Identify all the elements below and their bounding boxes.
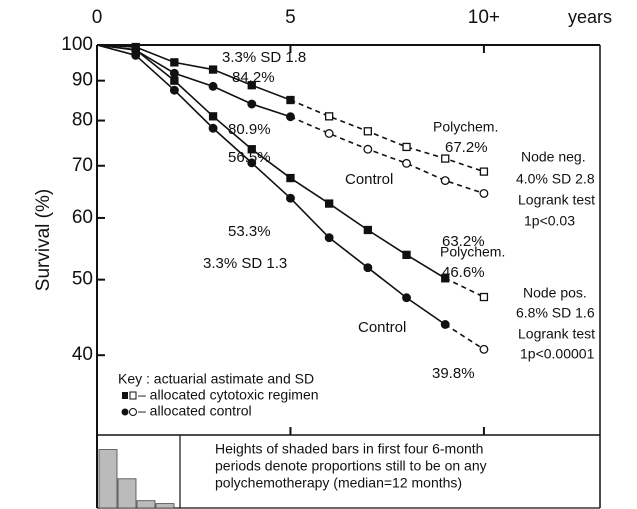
- key-text: Key : actuarial astimate and SD: [118, 371, 314, 387]
- line-solid: [96, 44, 291, 101]
- marker: [479, 167, 489, 176]
- marker: [402, 158, 411, 168]
- annotation: 39.8%: [432, 365, 475, 382]
- annotation: Polychem.: [440, 244, 505, 260]
- annotation: 6.8% SD 1.6: [516, 305, 595, 321]
- marker: [208, 65, 218, 74]
- marker: [440, 320, 450, 329]
- marker: [363, 127, 372, 136]
- marker: [170, 76, 179, 85]
- annotation: Polychem.: [433, 119, 498, 135]
- marker: [208, 81, 218, 91]
- annotation: Control: [345, 171, 393, 188]
- marker: [363, 263, 373, 273]
- marker: [247, 145, 256, 154]
- line-solid: [96, 44, 446, 279]
- marker: [363, 144, 373, 154]
- line-dashed: [290, 116, 485, 195]
- x-tick-label: 5: [285, 7, 296, 28]
- marker: [325, 199, 334, 208]
- marker: [247, 99, 257, 109]
- y-tick-label: 40: [72, 344, 93, 365]
- line-dashed: [444, 277, 485, 298]
- annotation: Node neg.: [521, 149, 586, 165]
- marker: [479, 292, 489, 302]
- y-axis-label: Survival (%): [33, 189, 54, 291]
- annotation: 4.0% SD 2.8: [516, 171, 595, 187]
- marker: [170, 58, 179, 67]
- marker: [286, 193, 295, 203]
- annotation: Logrank test: [518, 326, 595, 342]
- inset-bar: [117, 478, 137, 509]
- annotation: 80.9%: [228, 121, 271, 138]
- x-tick-label: 0: [92, 7, 103, 28]
- y-tick-label: 70: [72, 155, 93, 176]
- marker: [247, 81, 256, 90]
- marker: [208, 112, 218, 121]
- line-solid: [96, 44, 446, 326]
- inset-text: Heights of shaded bars in first four 6-m…: [215, 441, 483, 457]
- key-text: – allocated control: [138, 403, 252, 419]
- inset-bar: [98, 449, 118, 509]
- key-marker: [129, 391, 137, 400]
- annotation: 3.3% SD 1.8: [222, 49, 306, 66]
- marker: [402, 142, 411, 152]
- y-tick-label: 100: [61, 34, 93, 55]
- marker: [324, 233, 334, 243]
- marker: [286, 173, 295, 183]
- line-dashed: [444, 323, 485, 350]
- y-tick-label: 90: [72, 70, 93, 91]
- annotation: 56.5%: [228, 149, 271, 166]
- marker: [479, 344, 489, 354]
- x-axis-label: years: [568, 7, 612, 27]
- marker: [325, 112, 334, 121]
- annotation: 53.3%: [228, 223, 271, 240]
- key-text: – allocated cytotoxic regimen: [138, 387, 319, 403]
- marker: [131, 50, 141, 60]
- marker: [440, 176, 450, 186]
- marker: [363, 225, 372, 235]
- line-dashed: [290, 99, 485, 173]
- marker: [247, 158, 257, 168]
- annotation: 67.2%: [445, 139, 488, 156]
- annotation: Control: [358, 319, 406, 336]
- marker: [286, 112, 295, 122]
- marker: [441, 154, 450, 163]
- marker: [169, 68, 179, 78]
- marker: [441, 274, 450, 283]
- y-tick-label: 80: [72, 110, 93, 131]
- marker: [169, 85, 179, 95]
- annotation: 1p<0.03: [524, 213, 575, 229]
- marker: [286, 95, 295, 105]
- annotation: 3.3% SD 1.3: [203, 255, 287, 272]
- annotation: Node pos.: [523, 285, 587, 301]
- marker: [208, 123, 218, 133]
- key-marker: [129, 408, 137, 416]
- inset-bar: [155, 503, 175, 509]
- inset-text: periods denote proportions still to be o…: [215, 458, 487, 474]
- inset-bar: [136, 500, 156, 509]
- y-tick-label: 60: [72, 207, 93, 228]
- marker: [479, 189, 489, 198]
- marker: [324, 129, 334, 138]
- marker: [402, 293, 411, 303]
- y-tick-label: 50: [72, 269, 93, 290]
- marker: [402, 250, 411, 260]
- annotation: 1p<0.00001: [520, 346, 595, 362]
- annotation: 84.2%: [232, 69, 275, 86]
- key-marker: [121, 408, 129, 416]
- key-marker: [122, 392, 128, 399]
- annotation: Logrank test: [518, 192, 595, 208]
- annotation: 63.2%: [442, 233, 485, 250]
- inset-text: polychemotherapy (median=12 months): [215, 475, 462, 491]
- x-tick-label: 10+: [468, 7, 500, 28]
- annotation: 46.6%: [442, 264, 485, 281]
